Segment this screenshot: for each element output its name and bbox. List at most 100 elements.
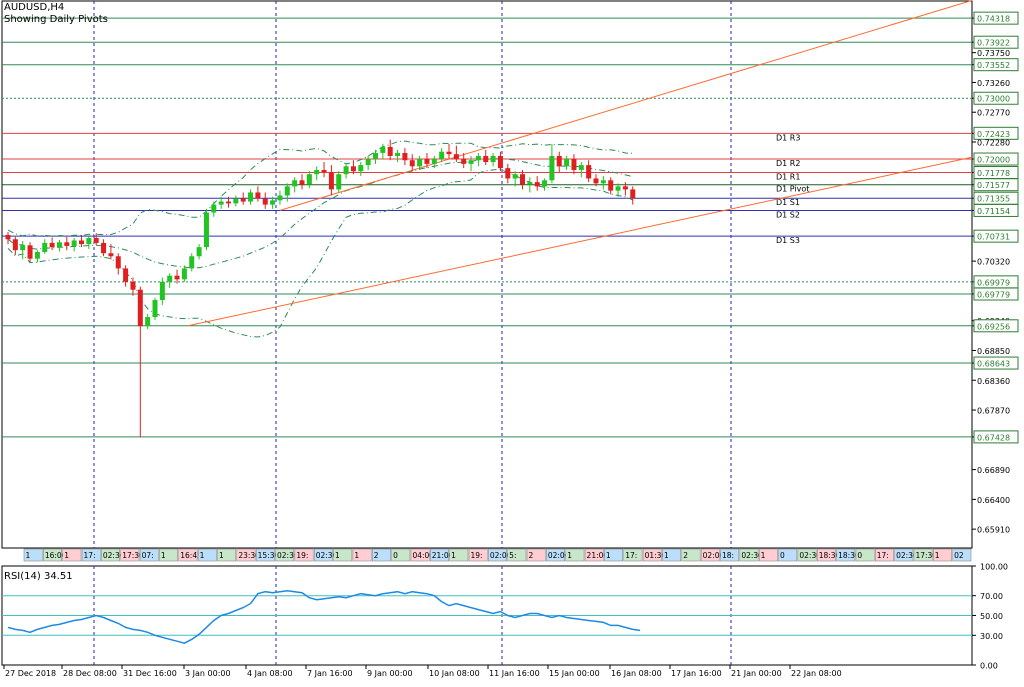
- session-label-box: [468, 548, 488, 562]
- session-label: 02:00: [490, 551, 512, 560]
- session-label: 17:: [84, 551, 96, 560]
- candle-body: [27, 245, 33, 259]
- candle-body: [497, 155, 503, 169]
- price-label-highlighted: 0.69779: [977, 291, 1010, 300]
- indicator-caption: Showing Daily Pivots: [4, 14, 108, 25]
- session-label-box: [178, 548, 198, 562]
- candle-body: [79, 240, 84, 245]
- candle-body: [468, 160, 474, 164]
- candle-body: [365, 159, 371, 166]
- time-axis-label: 28 Dec 08:00: [63, 669, 117, 678]
- session-label-box: [952, 548, 972, 562]
- session-label-box: [62, 548, 82, 562]
- price-label-highlighted: 0.71577: [977, 181, 1010, 190]
- session-label: 1: [161, 551, 166, 560]
- candle-body: [189, 256, 195, 269]
- price-label-box: [973, 430, 1019, 444]
- candle-body: [321, 169, 327, 173]
- candle-body: [578, 165, 584, 170]
- candle-body: [431, 159, 437, 164]
- candle-body: [101, 242, 107, 254]
- candle-body: [174, 275, 180, 280]
- price-label: 0.67870: [977, 407, 1010, 416]
- rsi-caption: RSI(14) 34.51: [4, 571, 73, 582]
- candle-body: [145, 317, 151, 327]
- rsi-axis-label: 30.00: [980, 632, 1003, 641]
- session-label: 23:30: [238, 551, 260, 560]
- candle-body: [556, 155, 562, 167]
- pivot-label-s1: D1 S1: [776, 198, 800, 207]
- session-label-box: [875, 548, 894, 562]
- time-axis-label: 10 Jan 08:00: [429, 669, 480, 678]
- candle-body: [42, 242, 48, 253]
- time-axis-label: 21 Jan 00:00: [731, 669, 782, 678]
- session-label: 1: [606, 551, 611, 560]
- candle-body: [527, 182, 533, 185]
- candle-body: [505, 168, 511, 179]
- bollinger-middle: [7, 158, 633, 269]
- session-label-box: [120, 548, 140, 562]
- candle-body: [108, 253, 114, 257]
- session-label-box: [642, 548, 662, 562]
- session-label-box: [546, 548, 565, 562]
- candle-body: [343, 166, 349, 175]
- candle-body: [159, 281, 165, 301]
- session-label-box: [584, 548, 604, 562]
- session-label-box: [739, 548, 759, 562]
- candle-body: [262, 198, 268, 205]
- candle-body: [71, 240, 77, 246]
- price-label-highlighted: 0.67428: [977, 433, 1010, 442]
- price-label-box: [973, 35, 1019, 49]
- candle-body: [292, 180, 298, 187]
- price-label: 0.66890: [977, 466, 1010, 475]
- candle-body: [211, 204, 217, 213]
- candle-body: [218, 201, 224, 205]
- price-label-highlighted: 0.69256: [977, 322, 1010, 331]
- price-label-highlighted: 0.71355: [977, 195, 1010, 204]
- price-label-highlighted: 0.74318: [977, 15, 1010, 24]
- session-label-box: [565, 548, 585, 562]
- session-label-box: [197, 548, 217, 562]
- price-label-box: [973, 229, 1019, 243]
- candle-body: [600, 180, 606, 184]
- session-label-box: [662, 548, 682, 562]
- session-label: 5:: [509, 551, 516, 560]
- time-axis-label: 11 Jan 16:00: [489, 669, 540, 678]
- candle-body: [115, 256, 121, 269]
- candle-body: [64, 242, 70, 246]
- price-label: 0.68360: [977, 377, 1010, 386]
- session-label: 02:00: [703, 551, 725, 560]
- session-label-box: [816, 548, 836, 562]
- price-label-box: [973, 58, 1019, 72]
- price-label-highlighted: 0.70731: [977, 233, 1010, 242]
- session-label-box: [507, 548, 527, 562]
- candle-body: [608, 180, 614, 191]
- bollinger-upper: [7, 140, 633, 237]
- candle-body: [461, 159, 467, 164]
- candle-body: [387, 146, 393, 156]
- candle-body: [20, 245, 26, 251]
- session-label-box: [217, 548, 237, 562]
- price-label-highlighted: 0.69979: [977, 278, 1010, 287]
- session-label: 18:30: [819, 551, 841, 560]
- session-label: 02:00: [548, 551, 570, 560]
- candle-body: [512, 174, 518, 179]
- candle-body: [409, 160, 415, 167]
- session-label-box: [275, 548, 295, 562]
- price-label: 0.68850: [977, 347, 1010, 356]
- time-axis-label: 17 Jan 16:00: [671, 669, 722, 678]
- session-label: 0: [780, 551, 785, 560]
- session-label: 1: [219, 551, 224, 560]
- candle-body: [549, 155, 555, 181]
- session-label: 02:30: [741, 551, 763, 560]
- rsi-axis-label: 100.00: [980, 563, 1008, 572]
- candle-body: [255, 192, 261, 199]
- session-label-box: [391, 548, 411, 562]
- candle-body: [130, 281, 136, 290]
- session-label: 18:30: [838, 551, 860, 560]
- candle-body: [586, 165, 592, 179]
- session-label-box: [681, 548, 701, 562]
- candle-body: [571, 159, 577, 170]
